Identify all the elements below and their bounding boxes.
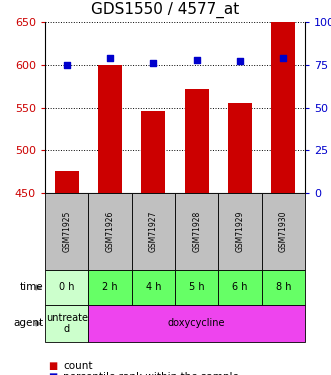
Text: ■: ■ [48, 361, 58, 371]
Point [151, 60, 156, 66]
Text: GDS1550 / 4577_at: GDS1550 / 4577_at [91, 2, 240, 18]
Text: GSM71930: GSM71930 [279, 211, 288, 252]
Text: GSM71927: GSM71927 [149, 211, 158, 252]
Text: count: count [63, 361, 93, 371]
Point [107, 55, 113, 61]
Bar [141, 111, 165, 193]
Bar [98, 65, 122, 193]
Bar [228, 103, 252, 193]
Bar [175, 270, 218, 305]
Bar [88, 270, 132, 305]
Bar [88, 193, 132, 270]
Bar [271, 22, 295, 193]
Text: agent: agent [13, 318, 43, 328]
Bar [218, 270, 262, 305]
Point [194, 57, 199, 63]
Point [237, 58, 243, 64]
Bar [45, 270, 88, 305]
Point [281, 55, 286, 61]
Text: 6 h: 6 h [232, 282, 248, 292]
Bar [88, 305, 305, 342]
Point [64, 62, 69, 68]
Bar [132, 193, 175, 270]
Text: GSM71929: GSM71929 [235, 211, 245, 252]
Text: 8 h: 8 h [276, 282, 291, 292]
Text: ■: ■ [48, 372, 58, 375]
Text: GSM71925: GSM71925 [62, 211, 71, 252]
Text: percentile rank within the sample: percentile rank within the sample [63, 372, 239, 375]
Text: doxycycline: doxycycline [168, 318, 225, 328]
Text: 2 h: 2 h [102, 282, 118, 292]
Bar [45, 305, 88, 342]
Bar [45, 193, 88, 270]
Bar [262, 270, 305, 305]
Text: untreate
d: untreate d [46, 313, 88, 334]
Bar [262, 193, 305, 270]
Text: time: time [20, 282, 43, 292]
Bar [175, 193, 218, 270]
Bar [185, 89, 209, 193]
Text: GSM71926: GSM71926 [106, 211, 115, 252]
Text: 0 h: 0 h [59, 282, 74, 292]
Text: 4 h: 4 h [146, 282, 161, 292]
Bar [55, 171, 78, 193]
Text: 5 h: 5 h [189, 282, 205, 292]
Text: GSM71928: GSM71928 [192, 211, 201, 252]
Bar [132, 270, 175, 305]
Bar [218, 193, 262, 270]
